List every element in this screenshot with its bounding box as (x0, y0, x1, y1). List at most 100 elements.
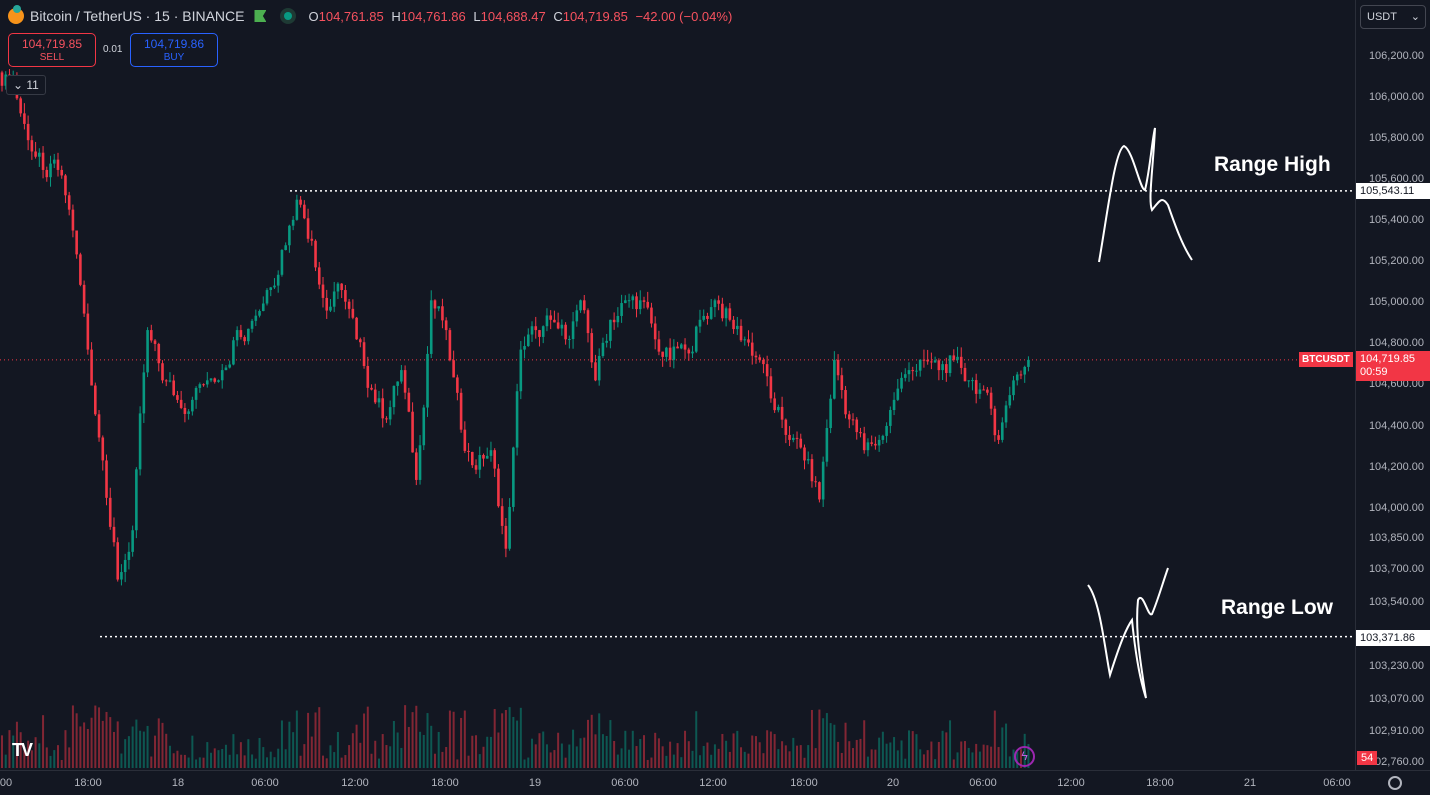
volume-bar (284, 749, 287, 768)
candle-body (1023, 366, 1027, 375)
candle-body (347, 301, 351, 309)
volume-bar (766, 730, 769, 768)
candle-body (444, 320, 448, 331)
volume-bar (150, 756, 153, 768)
volume-bar (422, 734, 425, 768)
price-chart[interactable] (0, 0, 1355, 770)
price-tick: 102,910.00 (1368, 725, 1424, 738)
volume-badge: 54 (1357, 751, 1378, 765)
volume-bar (956, 752, 959, 768)
volume-bar (747, 753, 750, 768)
volume-bar (717, 748, 720, 768)
candle-body (892, 399, 896, 411)
volume-bar (445, 747, 448, 768)
candle-body (396, 381, 399, 386)
candle-body (314, 240, 317, 268)
candle-body (874, 443, 877, 446)
candle-body (795, 437, 799, 439)
volume-bar (572, 729, 575, 768)
candle-body (448, 330, 452, 361)
buy-button[interactable]: 104,719.86 BUY (130, 33, 218, 67)
sell-button[interactable]: 104,719.85 SELL (8, 33, 96, 67)
volume-bar (691, 750, 694, 768)
candle-body (366, 366, 370, 388)
candle-body (336, 283, 340, 292)
price-tick: 102,760.00 (1368, 756, 1424, 769)
tradingview-logo[interactable]: TV (12, 740, 33, 760)
candle-body (205, 380, 209, 385)
volume-bar (650, 757, 653, 768)
volume-bar (997, 747, 1000, 768)
price-tick: 104,200.00 (1368, 460, 1424, 473)
candle-body (142, 372, 146, 414)
volume-bar (404, 705, 407, 768)
candle-body (545, 315, 549, 327)
volume-bar (784, 745, 787, 768)
candle-body (34, 151, 37, 157)
order-quantity[interactable]: 0.01 (103, 44, 123, 55)
volume-bar (646, 759, 649, 768)
currency-select[interactable]: USDT ⌄ (1360, 5, 1426, 29)
indicators-collapse-button[interactable]: ⌄ 11 (6, 75, 46, 95)
candle-body (41, 152, 45, 170)
candle-body (306, 218, 310, 239)
price-tick: 105,200.00 (1368, 255, 1424, 268)
volume-bar (523, 759, 526, 768)
candle-body (881, 435, 885, 440)
volume-bar (19, 732, 22, 768)
volume-bar (60, 759, 63, 768)
candle-body (403, 370, 407, 393)
candle-body (269, 287, 273, 291)
volume-bar (437, 731, 440, 768)
volume-bar (348, 745, 351, 768)
lightning-icon[interactable]: ϟ (1014, 746, 1035, 767)
time-axis[interactable]: 00 18:00 18 06:00 12:00 18:00 19 06:00 12:00 18:0… (0, 770, 1430, 795)
volume-bar (881, 731, 884, 768)
time-tick: 06:00 (969, 777, 997, 789)
symbol-title[interactable]: Bitcoin / TetherUS · 15 · BINANCE (30, 8, 245, 24)
volume-bar (661, 746, 664, 768)
candle-body (64, 175, 67, 196)
volume-bar (684, 730, 687, 768)
volume-bar (452, 711, 455, 768)
candle-body (560, 324, 564, 329)
volume-bar (620, 748, 623, 768)
symbol-price-label: BTCUSDT (1299, 352, 1353, 367)
price-axis[interactable]: 106,200.00 106,000.00 105,800.00 105,600.00… (1355, 0, 1430, 770)
range-high-label: Range High (1214, 153, 1331, 176)
volume-bar (273, 757, 276, 768)
candle-body (258, 311, 261, 316)
candle-body (131, 530, 134, 552)
volume-bar (922, 754, 925, 768)
candle-body (676, 346, 679, 349)
candle-body (687, 349, 691, 354)
candle-body (153, 340, 157, 344)
candle-body (553, 319, 556, 323)
volume-bar (859, 738, 862, 768)
volume-bar (247, 739, 250, 768)
volume-bar (829, 723, 832, 768)
volume-bar (930, 741, 933, 768)
volume-bar (243, 755, 246, 768)
volume-bar (545, 744, 548, 768)
volume-bar (896, 750, 899, 768)
volume-bar (934, 759, 937, 768)
volume-bar (295, 710, 298, 768)
volume-bar (721, 733, 724, 768)
volume-bar (370, 753, 373, 768)
volume-bar (124, 739, 127, 768)
candle-body (706, 315, 709, 319)
flag-icon[interactable] (254, 10, 267, 22)
volume-bar (497, 732, 500, 768)
settings-gear-icon[interactable] (1388, 776, 1402, 790)
candle-body (388, 407, 392, 420)
candle-body (157, 343, 161, 364)
volume-bar (553, 750, 556, 768)
candle-body (123, 559, 127, 573)
candle-body (806, 459, 810, 461)
volume-bar (967, 747, 970, 768)
volume-bar (915, 734, 918, 768)
candle-body (418, 445, 422, 480)
volume-bar (64, 730, 67, 768)
volume-bar (157, 718, 160, 768)
